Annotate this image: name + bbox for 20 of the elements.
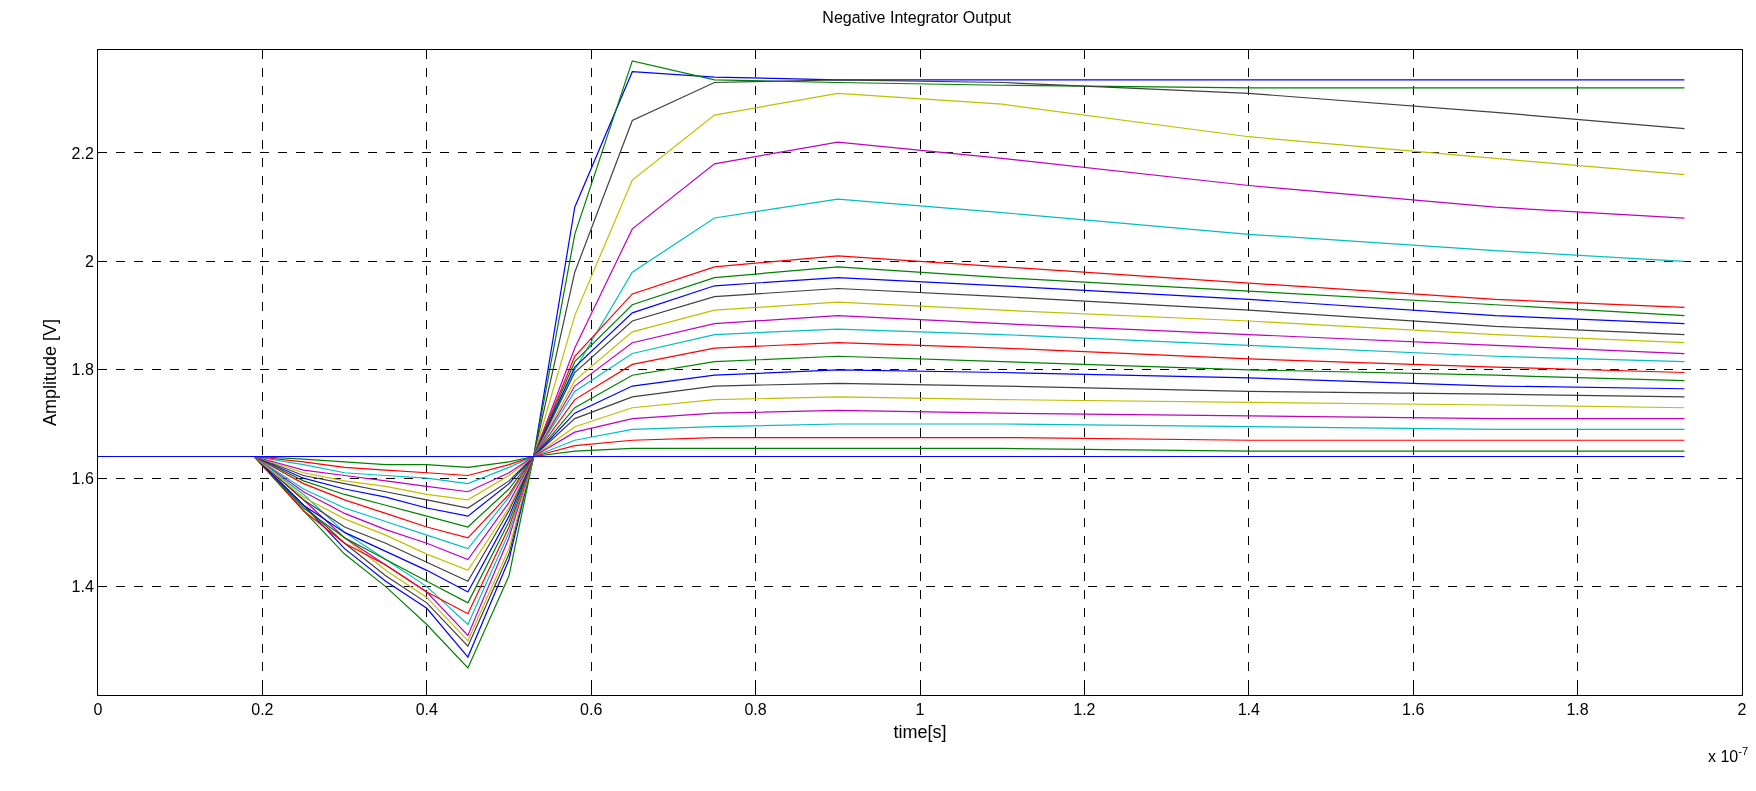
x-tick-label: 0.6 [580,701,603,719]
x-tick-label: 0.2 [251,701,274,719]
y-tick-label: 2.2 [71,144,94,162]
x-tick-label: 1.6 [1402,701,1425,719]
y-tick-label: 1.4 [71,578,94,596]
x-tick-label: 1.2 [1073,701,1096,719]
x-axis-title: time[s] [893,722,947,743]
x-tick-label: 0.4 [415,701,439,719]
x-tick-label: 2 [1737,701,1747,719]
text: x 10$^{-7}$ [1708,745,1749,765]
x-tick-label: 0 [93,701,103,719]
y-tick-label: 1.8 [71,361,94,379]
y-axis-title: Amplitude [V] [39,318,60,427]
chart-title: Negative Integrator Output [822,9,1012,27]
y-tick-label: 2 [84,252,94,270]
x-tick-label: 1 [915,701,925,719]
x-tick-label: 1.8 [1566,701,1589,719]
x-tick-label: 1.4 [1237,701,1261,719]
y-tick-label: 1.6 [71,469,94,487]
x-tick-label: 0.8 [744,701,767,719]
